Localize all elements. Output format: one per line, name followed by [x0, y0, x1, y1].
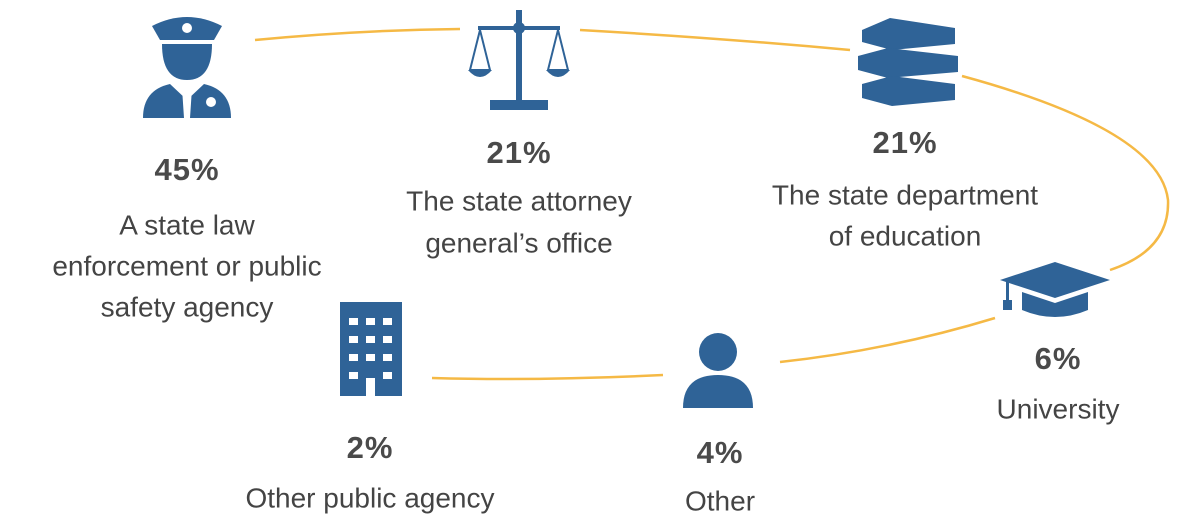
- percent: 21%: [486, 135, 551, 170]
- scales-icon: [468, 10, 570, 110]
- percent: 21%: [872, 125, 937, 160]
- percent: 4%: [697, 435, 744, 470]
- cap-icon: [1000, 262, 1110, 317]
- label: Other: [685, 485, 755, 516]
- percent: 45%: [154, 152, 219, 187]
- label: Other public agency: [245, 482, 494, 513]
- percent: 2%: [347, 430, 394, 465]
- label: University: [997, 393, 1120, 424]
- building-icon: [340, 302, 402, 396]
- connector: [254, 27, 1170, 381]
- officer-icon: [143, 17, 231, 118]
- label: enforcement or public: [52, 250, 321, 281]
- label: The state department: [772, 179, 1038, 210]
- label: of education: [829, 220, 982, 251]
- label: safety agency: [101, 291, 274, 322]
- person-icon: [683, 333, 753, 408]
- label: The state attorney: [406, 185, 632, 216]
- label: general’s office: [425, 227, 612, 258]
- books-icon: [858, 18, 958, 106]
- percent: 6%: [1035, 341, 1082, 376]
- label: A state law: [119, 209, 255, 240]
